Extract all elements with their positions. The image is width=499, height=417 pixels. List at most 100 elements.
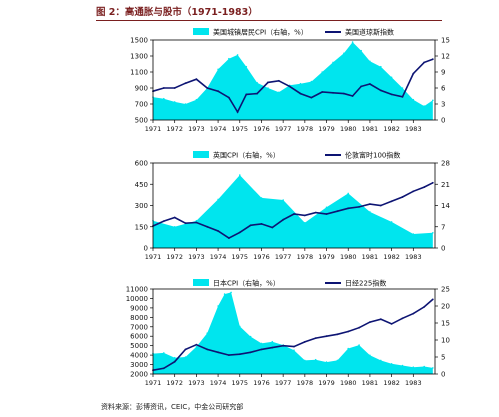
index-line-point: [412, 72, 415, 75]
legend-line-label: 伦敦富时100指数: [345, 151, 400, 160]
left-axis-tick-label: 9000: [130, 304, 148, 312]
index-line-point: [184, 348, 187, 351]
index-line-point: [293, 213, 295, 215]
x-tick-label: 1974: [210, 125, 227, 133]
x-tick-label: 1979: [318, 125, 335, 133]
x-tick-label: 1975: [231, 125, 248, 133]
cpi-area-point: [223, 293, 226, 295]
index-line-point: [271, 346, 274, 349]
chart-panel-us: 1971 1972 1973 1974 1975 1976 1977 1978 1979 1980…: [130, 28, 450, 134]
x-tick-label: 1980: [340, 253, 357, 261]
cpi-area-point: [256, 81, 258, 84]
index-line-point: [390, 200, 393, 203]
left-axis-tick-label: 3000: [130, 361, 148, 369]
index-line-point: [206, 225, 209, 228]
x-tick-label: 1972: [166, 253, 183, 261]
index-line-point: [336, 333, 339, 336]
cpi-area-point: [390, 76, 393, 79]
cpi-area-point: [195, 219, 198, 222]
index-line-point: [249, 224, 252, 227]
right-axis-tick-label: 5: [441, 354, 445, 362]
cpi-area-point: [228, 57, 230, 60]
cpi-area-point: [314, 358, 317, 361]
index-line-point: [314, 337, 317, 339]
cpi-area-point: [401, 364, 404, 367]
index-line-point: [360, 85, 363, 88]
cpi-area-point: [347, 192, 350, 195]
index-line-point: [238, 231, 241, 234]
cpi-area-point: [390, 363, 393, 365]
cpi-area-point: [347, 347, 350, 350]
chart-panel-japan: 1971 1972 1973 1974 1975 1976 1977 1978 1979 1980…: [126, 279, 450, 388]
x-tick-label: 1977: [275, 125, 292, 133]
index-line-point: [260, 223, 263, 225]
x-tick-label: 1975: [231, 379, 248, 387]
left-axis-tick-label: 6000: [130, 333, 148, 341]
cpi-area-point: [173, 356, 176, 359]
cpi-area-point: [369, 60, 371, 63]
index-line-point: [282, 344, 285, 347]
cpi-area-point: [217, 305, 219, 307]
cpi-area-point: [239, 325, 241, 328]
cpi-area-point: [195, 346, 198, 348]
left-axis-tick-label: 4000: [130, 352, 148, 360]
left-axis-tick-label: 2000: [130, 371, 148, 379]
index-line-series: [152, 58, 434, 114]
left-axis-tick-label: 300: [135, 202, 148, 210]
index-line-point: [431, 58, 434, 61]
index-line-point: [325, 213, 328, 215]
cpi-area-point: [184, 103, 187, 105]
cpi-area-point: [217, 198, 219, 201]
x-tick-label: 1982: [383, 379, 400, 387]
cpi-area-point: [358, 344, 360, 346]
cpi-area-point: [423, 105, 426, 107]
x-tick-label: 1981: [362, 125, 379, 133]
cpi-area-point: [351, 41, 354, 43]
cpi-area-point: [432, 232, 434, 234]
index-line-point: [260, 348, 263, 351]
legend-area-label: 美国城镇居民CPI（右轴，%）: [213, 28, 308, 37]
left-axis-tick-label: 0: [144, 245, 148, 253]
x-tick-label: 1972: [166, 379, 183, 387]
index-line-point: [173, 216, 176, 219]
index-line-point: [325, 335, 328, 338]
x-tick-label: 1977: [275, 253, 292, 261]
index-line-point: [336, 210, 339, 213]
cpi-area-point: [260, 342, 263, 345]
cpi-area-point: [412, 98, 415, 101]
left-axis-tick-label: 150: [135, 223, 148, 231]
cpi-area-point: [380, 65, 382, 68]
x-tick-label: 1979: [318, 253, 335, 261]
x-tick-label: 1978: [297, 125, 314, 133]
index-line-point: [379, 89, 382, 92]
index-line-point: [390, 93, 393, 96]
x-tick-label: 1972: [166, 125, 183, 133]
index-line-point: [184, 222, 187, 225]
chart-panel-uk: 1971 1972 1973 1974 1975 1976 1977 1978 1979 1980…: [135, 151, 451, 262]
x-tick-label: 1973: [188, 125, 205, 133]
index-line-point: [195, 343, 198, 346]
index-line-point: [358, 326, 360, 329]
x-tick-label: 1981: [362, 253, 379, 261]
left-axis-tick-label: 1500: [130, 37, 148, 45]
left-axis-tick-label: 7000: [130, 323, 148, 331]
cpi-area-point: [249, 335, 252, 338]
index-line-point: [271, 226, 274, 229]
index-line-point: [401, 196, 404, 198]
index-line-point: [423, 186, 426, 189]
cpi-area-point: [336, 359, 339, 362]
right-axis-tick-label: 15: [441, 320, 450, 328]
index-line-point: [310, 96, 313, 99]
x-tick-label: 1982: [383, 253, 400, 261]
index-line-point: [321, 91, 324, 93]
cpi-area-point: [369, 211, 371, 213]
index-line-point: [369, 83, 371, 85]
cpi-area-point: [173, 101, 176, 103]
x-tick-label: 1980: [340, 125, 357, 133]
index-line-point: [245, 93, 248, 96]
index-line-point: [423, 61, 426, 64]
cpi-area-point: [217, 68, 219, 71]
right-axis-tick-label: 3: [441, 101, 445, 109]
right-axis-tick-label: 7: [441, 223, 445, 231]
left-axis-tick-label: 10000: [126, 295, 148, 303]
